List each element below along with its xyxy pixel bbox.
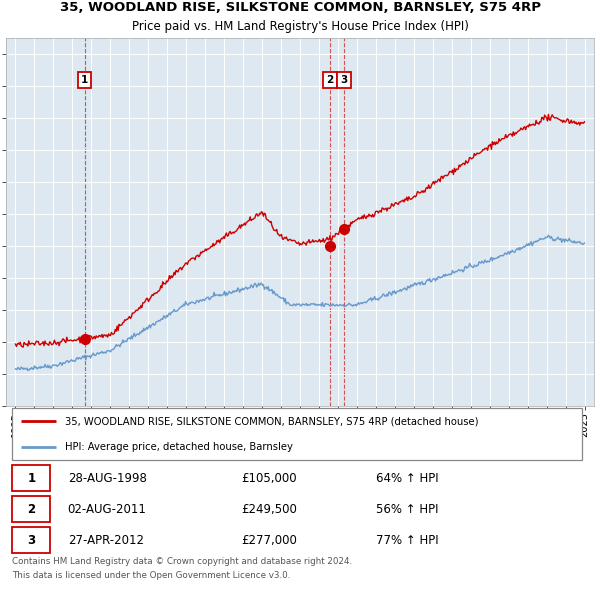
Text: 56% ↑ HPI: 56% ↑ HPI [376,503,439,516]
Text: 02-AUG-2011: 02-AUG-2011 [68,503,146,516]
Text: 3: 3 [27,534,35,547]
Text: £277,000: £277,000 [241,534,297,547]
Text: £105,000: £105,000 [241,471,297,484]
FancyBboxPatch shape [12,496,50,522]
FancyBboxPatch shape [12,465,50,491]
Text: HPI: Average price, detached house, Barnsley: HPI: Average price, detached house, Barn… [65,442,293,453]
FancyBboxPatch shape [12,408,582,460]
Text: 77% ↑ HPI: 77% ↑ HPI [376,534,439,547]
Text: 64% ↑ HPI: 64% ↑ HPI [376,471,439,484]
Text: Contains HM Land Registry data © Crown copyright and database right 2024.: Contains HM Land Registry data © Crown c… [12,557,352,566]
Text: This data is licensed under the Open Government Licence v3.0.: This data is licensed under the Open Gov… [12,571,290,581]
Text: 2: 2 [27,503,35,516]
Text: 2: 2 [326,75,334,85]
Text: 28-AUG-1998: 28-AUG-1998 [68,471,146,484]
Text: 3: 3 [340,75,347,85]
Text: 27-APR-2012: 27-APR-2012 [68,534,144,547]
Text: 1: 1 [81,75,88,85]
Text: 1: 1 [27,471,35,484]
Text: Price paid vs. HM Land Registry's House Price Index (HPI): Price paid vs. HM Land Registry's House … [131,20,469,33]
Text: 35, WOODLAND RISE, SILKSTONE COMMON, BARNSLEY, S75 4RP: 35, WOODLAND RISE, SILKSTONE COMMON, BAR… [59,1,541,14]
Text: £249,500: £249,500 [241,503,297,516]
FancyBboxPatch shape [12,527,50,553]
Text: 35, WOODLAND RISE, SILKSTONE COMMON, BARNSLEY, S75 4RP (detached house): 35, WOODLAND RISE, SILKSTONE COMMON, BAR… [65,416,478,426]
